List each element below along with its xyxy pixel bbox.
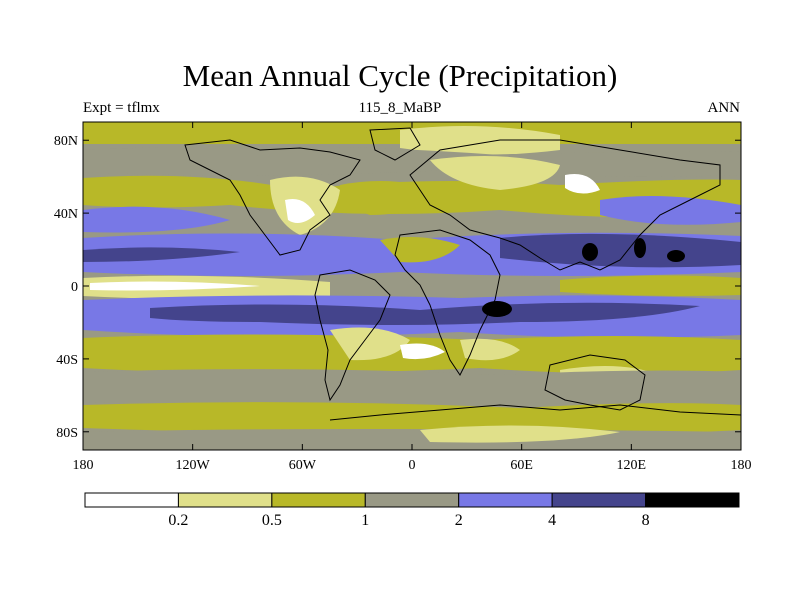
colorbar-label: 8 <box>642 512 650 529</box>
colorbar-label: 1 <box>361 512 369 529</box>
lat-tick-label: 80N <box>54 134 78 149</box>
colorbar-label: 2 <box>455 512 463 529</box>
lat-axis: 80N 40N 0 40S 80S <box>54 134 741 441</box>
africa-s-dry <box>460 338 520 361</box>
colorbar-box <box>645 492 740 508</box>
map-field <box>83 122 741 450</box>
lon-axis: 180 120W 60W 0 60E 120E 180 <box>73 122 752 473</box>
asia-dry <box>430 156 560 190</box>
wet-core-4 <box>482 301 512 317</box>
s-midlat-gray <box>83 369 741 406</box>
equator-dry-white <box>90 281 260 291</box>
equator-dry-east <box>560 275 741 296</box>
experiment-label: Expt = tflmx <box>83 100 160 116</box>
n-itcz-dark <box>83 247 240 262</box>
sa-desert <box>400 343 445 360</box>
lon-tick-label: 60E <box>510 458 533 473</box>
colorbar-box <box>458 492 553 508</box>
sa-dry <box>330 327 410 361</box>
lon-tick-label: 180 <box>73 458 94 473</box>
n-pacific-blue <box>83 206 230 233</box>
coast-south-america <box>314 269 391 402</box>
eastasia-blue <box>600 196 741 225</box>
lat-tick-label: 80S <box>56 426 78 441</box>
coast-greenland <box>369 127 421 161</box>
n-atlantic-yellow <box>340 181 440 215</box>
colorbar-label: 0.5 <box>262 512 282 529</box>
coast-eurasia <box>409 139 721 271</box>
coast-australia <box>544 354 646 411</box>
north-gray-band <box>83 146 741 177</box>
antarctic-dry <box>420 425 620 443</box>
colorbar-box <box>177 492 273 508</box>
lon-tick-label: 120W <box>176 458 211 473</box>
colorbar-box <box>271 492 366 508</box>
coast-antarctica <box>329 404 741 421</box>
lat-tick-label: 40S <box>56 353 78 368</box>
season-label: ANN <box>707 100 741 116</box>
coast-north-america <box>184 139 361 256</box>
colorbar-label: 0.2 <box>168 512 188 529</box>
wet-core-3 <box>667 250 685 262</box>
na-desert <box>285 199 315 224</box>
lat-tick-label: 0 <box>71 280 78 295</box>
lon-tick-label: 60W <box>289 458 317 473</box>
colorbar: 0.2 0.5 1 2 4 8 <box>84 492 740 529</box>
wet-core-2 <box>634 238 646 258</box>
colorbar-box <box>551 492 647 508</box>
lon-tick-label: 180 <box>731 458 752 473</box>
period-label: 115_8_MaBP <box>358 100 442 116</box>
arctic-dry-patch <box>400 126 560 155</box>
wet-core-1 <box>582 243 598 261</box>
s-ocean-yellow <box>83 402 741 433</box>
coastlines <box>184 127 741 421</box>
lon-tick-label: 120E <box>617 458 647 473</box>
s-itcz-dark <box>150 302 700 325</box>
lat-tick-label: 40N <box>54 207 78 222</box>
asia-desert <box>565 174 600 194</box>
coast-africa <box>394 229 501 376</box>
africa-dry <box>380 236 460 263</box>
colorbar-box <box>364 492 460 508</box>
lon-tick-label: 0 <box>409 458 416 473</box>
colorbar-label: 4 <box>548 512 556 529</box>
map-title: Mean Annual Cycle (Precipitation) <box>182 58 618 93</box>
colorbar-box <box>84 492 179 508</box>
